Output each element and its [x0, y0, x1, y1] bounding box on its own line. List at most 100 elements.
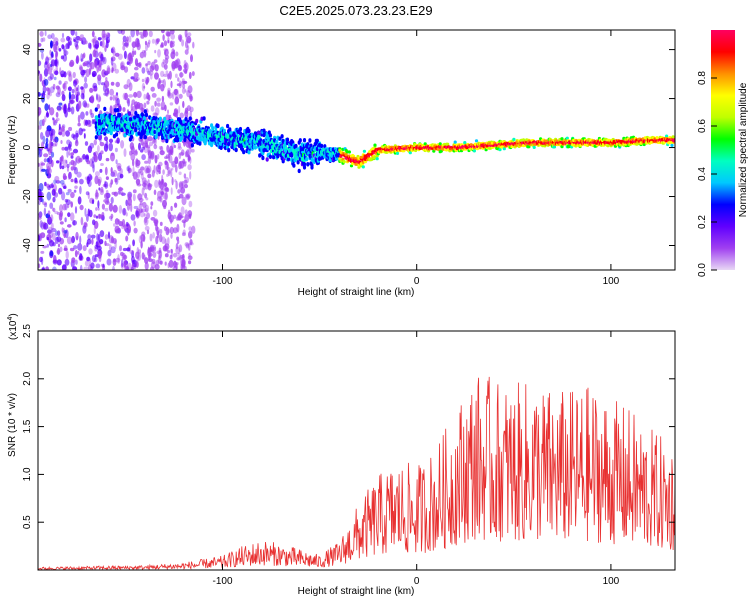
- heatmap-noise-cell: [42, 118, 45, 127]
- heatmap-noise-cell: [150, 73, 153, 80]
- heatmap-noise-cell: [171, 91, 175, 100]
- heatmap-cell: [278, 136, 282, 141]
- snr-x-ticks: -100 0 100: [212, 331, 620, 587]
- heatmap-noise-cell: [52, 117, 55, 121]
- heatmap-noise-cell: [38, 125, 42, 130]
- heatmap-noise-cell: [114, 103, 117, 109]
- heatmap-cell: [118, 112, 122, 118]
- heatmap-cell: [665, 134, 669, 138]
- heatmap-noise-cell: [144, 204, 150, 213]
- heatmap-noise-cell: [74, 185, 78, 189]
- heatmap-cell: [552, 145, 557, 149]
- heatmap-noise-cell: [63, 245, 68, 251]
- heatmap-noise-cell: [144, 216, 148, 224]
- heatmap-noise-cell: [146, 212, 150, 219]
- heatmap-noise-cell: [158, 170, 161, 175]
- heatmap-noise-cell: [176, 236, 180, 241]
- heatmap-noise-cell: [42, 245, 47, 249]
- colorbar-tick-label: 0.4: [697, 167, 708, 181]
- heatmap-cell: [302, 138, 307, 143]
- heatmap-noise-cell: [138, 102, 144, 110]
- heatmap-noise-cell: [109, 96, 113, 101]
- heatmap-noise-cell: [178, 105, 181, 114]
- heatmap-noise-cell: [178, 93, 183, 99]
- spectrogram-panel: -100 0 100 40 20 0 -20 -40 Height of straight …: [7, 29, 676, 298]
- heatmap-noise-cell: [81, 73, 85, 78]
- heatmap-noise-cell: [70, 155, 74, 159]
- heatmap-cell: [115, 132, 119, 137]
- heatmap-noise-cell: [169, 254, 173, 260]
- heatmap-noise-cell: [99, 142, 105, 147]
- spectrogram-frame: [37, 29, 676, 271]
- heatmap-noise-cell: [48, 226, 53, 231]
- heatmap-noise-cell: [189, 93, 193, 102]
- spectrogram-heatmap: [38, 30, 675, 270]
- heatmap-noise-cell: [109, 88, 115, 96]
- heatmap-noise-cell: [154, 154, 158, 164]
- heatmap-noise-cell: [131, 50, 135, 58]
- heatmap-cell: [655, 136, 659, 140]
- heatmap-noise-cell: [184, 89, 187, 93]
- heatmap-noise-cell: [75, 55, 80, 63]
- heatmap-cell: [127, 111, 131, 116]
- heatmap-noise-cell: [103, 92, 108, 96]
- heatmap-noise-cell: [68, 91, 71, 101]
- heatmap-cell: [182, 119, 186, 124]
- heatmap-noise-cell: [62, 159, 68, 168]
- heatmap-noise-cell: [47, 66, 53, 75]
- heatmap-noise-cell: [131, 41, 137, 48]
- heatmap-noise-cell: [145, 142, 149, 148]
- heatmap-noise-cell: [102, 33, 107, 38]
- heatmap-noise-cell: [79, 185, 82, 195]
- heatmap-cell: [672, 139, 675, 143]
- heatmap-noise-cell: [178, 152, 182, 160]
- heatmap-noise-cell: [183, 64, 187, 69]
- heatmap-cell: [310, 163, 314, 168]
- heatmap-noise-cell: [67, 102, 71, 111]
- heatmap-noise-cell: [156, 97, 162, 102]
- heatmap-noise-cell: [48, 104, 51, 111]
- heatmap-noise-cell: [165, 30, 171, 37]
- heatmap-noise-cell: [138, 142, 141, 151]
- heatmap-noise-cell: [59, 221, 64, 225]
- heatmap-noise-cell: [141, 146, 146, 151]
- heatmap-noise-cell: [105, 176, 109, 181]
- y-tick-label: 2.0: [22, 371, 33, 385]
- heatmap-noise-cell: [58, 187, 63, 195]
- heatmap-noise-cell: [136, 171, 141, 179]
- heatmap-noise-cell: [46, 110, 49, 117]
- heatmap-cell: [131, 130, 135, 135]
- heatmap-noise-cell: [44, 30, 47, 36]
- heatmap-noise-cell: [66, 163, 70, 168]
- snr-scale-exp: 4: [7, 317, 14, 321]
- heatmap-noise-cell: [167, 166, 171, 175]
- heatmap-noise-cell: [187, 255, 193, 260]
- heatmap-cell: [286, 157, 291, 162]
- heatmap-noise-cell: [58, 102, 63, 106]
- heatmap-noise-cell: [178, 171, 182, 176]
- heatmap-noise-cell: [88, 209, 93, 218]
- heatmap-cell: [298, 138, 302, 143]
- heatmap-noise-cell: [54, 210, 59, 215]
- heatmap-noise-cell: [190, 54, 193, 63]
- heatmap-noise-cell: [128, 225, 131, 234]
- heatmap-noise-cell: [63, 71, 67, 78]
- heatmap-noise-cell: [97, 74, 102, 81]
- heatmap-noise-cell: [171, 60, 177, 70]
- heatmap-noise-cell: [173, 214, 177, 219]
- heatmap-noise-cell: [80, 216, 84, 226]
- heatmap-noise-cell: [74, 139, 79, 147]
- heatmap-noise-cell: [129, 56, 133, 62]
- heatmap-noise-cell: [44, 61, 48, 65]
- heatmap-noise-cell: [156, 230, 160, 239]
- heatmap-noise-cell: [72, 71, 76, 79]
- heatmap-noise-cell: [58, 123, 61, 130]
- heatmap-cell: [512, 137, 516, 141]
- heatmap-cell: [292, 163, 296, 168]
- heatmap-noise-cell: [153, 112, 159, 116]
- heatmap-noise-cell: [62, 203, 67, 211]
- heatmap-noise-cell: [70, 178, 74, 183]
- heatmap-cell: [136, 113, 140, 119]
- heatmap-noise-cell: [39, 31, 44, 37]
- heatmap-noise-cell: [114, 229, 121, 233]
